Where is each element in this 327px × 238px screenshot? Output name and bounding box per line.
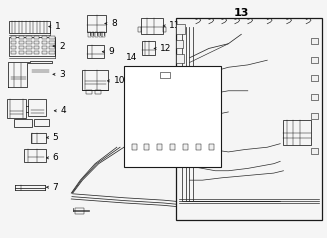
Bar — [311, 113, 318, 119]
Text: 11: 11 — [169, 21, 181, 30]
Bar — [11, 41, 16, 45]
Bar — [141, 18, 164, 34]
Bar — [7, 99, 26, 118]
Bar — [95, 90, 101, 94]
Bar — [11, 36, 16, 40]
Bar — [176, 18, 322, 220]
Bar — [183, 144, 188, 149]
Bar — [26, 51, 32, 54]
Bar — [82, 69, 108, 90]
Bar — [14, 119, 32, 127]
Bar — [34, 51, 39, 54]
Bar — [49, 36, 55, 40]
Bar — [124, 66, 221, 167]
Text: 3: 3 — [59, 70, 65, 79]
Bar — [24, 149, 46, 162]
Bar — [87, 15, 106, 32]
Bar — [95, 32, 98, 37]
Bar — [19, 41, 24, 45]
Bar — [138, 27, 141, 32]
Bar — [196, 144, 201, 149]
Bar — [26, 36, 32, 40]
Text: 7: 7 — [53, 183, 58, 192]
Bar — [11, 46, 16, 49]
Bar — [157, 144, 162, 149]
Bar — [9, 21, 50, 33]
Bar — [26, 46, 32, 49]
Bar — [160, 72, 170, 78]
Bar — [19, 36, 24, 40]
Bar — [49, 41, 55, 45]
Text: 8: 8 — [111, 19, 117, 28]
Bar — [34, 41, 39, 45]
Text: 13: 13 — [233, 8, 249, 18]
Bar — [87, 45, 104, 58]
Text: 9: 9 — [108, 47, 114, 56]
Bar — [164, 27, 166, 32]
Bar — [144, 144, 149, 149]
Bar — [176, 69, 182, 77]
Bar — [132, 144, 137, 149]
Bar — [311, 57, 318, 63]
Bar — [311, 75, 318, 81]
Bar — [19, 46, 24, 49]
Bar — [311, 149, 318, 154]
Bar — [34, 36, 39, 40]
Text: 10: 10 — [113, 76, 125, 85]
Bar — [209, 144, 214, 149]
Bar — [88, 32, 91, 37]
Bar — [99, 32, 102, 37]
Bar — [176, 54, 184, 63]
Text: 12: 12 — [160, 44, 172, 53]
Bar — [92, 32, 95, 37]
Text: 1: 1 — [55, 22, 60, 31]
Bar — [28, 99, 46, 116]
Bar — [311, 38, 318, 44]
Bar — [34, 46, 39, 49]
Bar — [102, 32, 105, 37]
Bar — [42, 41, 47, 45]
Bar — [75, 208, 84, 213]
Bar — [19, 51, 24, 54]
Bar — [42, 51, 47, 54]
Bar — [30, 133, 46, 143]
Bar — [311, 94, 318, 100]
Text: 2: 2 — [59, 42, 65, 51]
Text: 14: 14 — [126, 53, 138, 62]
Bar — [9, 37, 55, 56]
Text: 5: 5 — [53, 133, 58, 142]
Bar — [143, 41, 155, 55]
Bar — [11, 51, 16, 54]
Text: 6: 6 — [53, 153, 58, 162]
Bar — [26, 41, 32, 45]
Bar — [86, 90, 92, 94]
Bar — [176, 40, 183, 49]
Bar — [49, 51, 55, 54]
Bar — [49, 46, 55, 49]
Bar — [176, 25, 185, 34]
Bar — [34, 119, 49, 126]
Text: 4: 4 — [60, 106, 66, 115]
Bar — [42, 36, 47, 40]
Bar — [170, 144, 175, 149]
Bar — [42, 46, 47, 49]
Bar — [284, 120, 311, 145]
